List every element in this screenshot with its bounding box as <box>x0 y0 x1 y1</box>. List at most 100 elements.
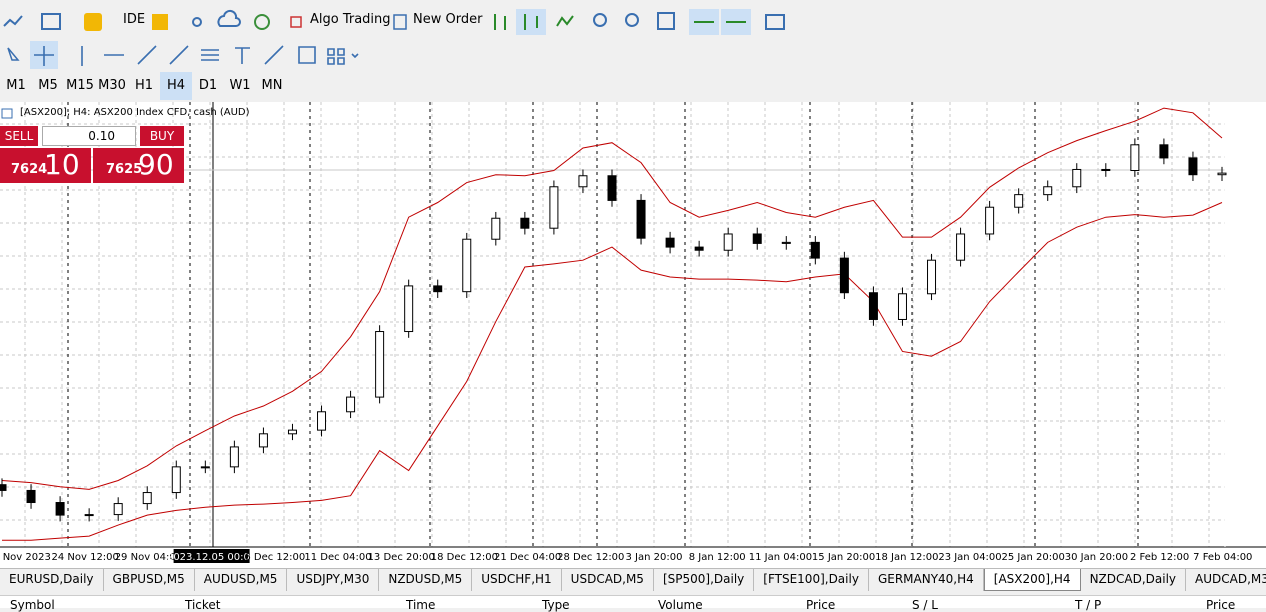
toolbar-main <box>0 4 790 40</box>
x-tick-label: 29 Nov 04:00 <box>115 552 182 563</box>
crosshair-label-bg <box>173 549 250 563</box>
column-header: T / P <box>1075 598 1102 612</box>
timeframe-button[interactable]: M5 <box>38 78 58 93</box>
x-tick-label: 2 Feb 12:00 <box>1130 552 1189 563</box>
x-tick-label: 18 Jan 12:00 <box>875 552 938 563</box>
timeframe-button[interactable]: H1 <box>134 78 154 93</box>
algo-trading-button[interactable]: Algo Trading <box>310 12 391 27</box>
candle-body <box>113 503 123 516</box>
candle-body <box>694 246 704 251</box>
x-tick-label: 1 Nov 2023 <box>0 552 51 563</box>
candle-body <box>200 466 210 469</box>
column-header: Ticket <box>185 598 221 612</box>
lower-band <box>2 202 1223 541</box>
candle-body <box>607 175 617 201</box>
chart-tab[interactable]: NZDCAD,Daily <box>1081 569 1187 591</box>
timeframe-button[interactable]: MN <box>261 78 283 93</box>
candle-body <box>520 217 530 229</box>
upper-band <box>1 107 1223 490</box>
sell-button[interactable]: SELL <box>0 126 38 146</box>
one-click-panel: SELL 0.10 BUY 7624 10 7625 90 <box>0 126 184 183</box>
chart-tab[interactable]: NZDUSD,M5 <box>379 569 473 591</box>
candle-body <box>375 331 385 398</box>
timeframe-button[interactable]: W1 <box>229 78 251 93</box>
chart-tab[interactable]: EURUSD,Daily <box>0 569 104 591</box>
x-tick-label: 28 Dec 12:00 <box>557 552 624 563</box>
timeframe-button[interactable]: M1 <box>6 78 26 93</box>
x-tick-label: 6 Dec 12:00 <box>244 552 305 563</box>
column-header: Price <box>806 598 836 612</box>
chart-tab[interactable]: AUDUSD,M5 <box>195 569 288 591</box>
candle-body <box>0 484 7 491</box>
column-header: S / L <box>912 598 938 612</box>
candle-body <box>781 241 791 244</box>
x-tick-label: 21 Dec 04:00 <box>494 552 561 563</box>
volume-input[interactable]: 0.10 <box>42 126 136 146</box>
chart-tab[interactable]: USDCHF,H1 <box>472 569 562 591</box>
x-tick-label: 13 Dec 20:00 <box>368 552 435 563</box>
chart-tab[interactable]: [FTSE100],Daily <box>754 569 869 591</box>
candle-body <box>1130 144 1140 172</box>
candle-body <box>171 466 181 494</box>
candle-body <box>1159 144 1169 159</box>
candle-body <box>84 514 94 517</box>
column-header: Price <box>1206 598 1236 612</box>
candle-body <box>723 233 733 251</box>
timeframe-button[interactable]: H4 <box>160 72 192 100</box>
candle-body <box>1101 168 1111 172</box>
buy-button[interactable]: BUY <box>140 126 184 146</box>
chart-tab[interactable]: [ASX200],H4 <box>983 569 1081 591</box>
candle-body <box>985 206 995 235</box>
candle-body <box>462 238 472 293</box>
bid-small: 10 <box>44 148 80 181</box>
candle-body <box>752 233 762 244</box>
x-tick-label: 8 Jan 12:00 <box>689 552 746 563</box>
candle-body <box>317 411 327 431</box>
x-tick-label: 15 Jan 20:00 <box>812 552 875 563</box>
chart-tab[interactable]: GBPUSD,M5 <box>104 569 195 591</box>
x-tick-label: 2023.12.05 00:00 <box>167 552 256 563</box>
candle-body <box>404 285 414 333</box>
candle-body <box>26 489 36 504</box>
bid-price[interactable]: 7624 10 <box>0 148 91 183</box>
candle-body <box>549 186 559 229</box>
column-header: Symbol <box>10 598 55 612</box>
chart-tab[interactable]: [SP500],Daily <box>654 569 755 591</box>
column-header: Type <box>542 598 570 612</box>
timeframe-button[interactable]: M30 <box>98 78 126 93</box>
ask-price[interactable]: 7625 90 <box>93 148 184 183</box>
candle-body <box>810 241 820 259</box>
x-tick-label: 11 Jan 04:00 <box>749 552 812 563</box>
chart-tab[interactable]: GERMANY40,H4 <box>869 569 984 591</box>
x-tick-label: 23 Jan 04:00 <box>938 552 1001 563</box>
candle-body <box>956 233 966 261</box>
candle-body <box>1072 168 1082 188</box>
timeframe-button[interactable]: M15 <box>66 78 94 93</box>
bid-big: 7624 <box>11 162 48 177</box>
ask-big: 7625 <box>106 162 143 177</box>
candle-body <box>927 259 937 295</box>
chart-title: [ASX200], H4: ASX200 Index CFD, cash (AU… <box>20 107 250 118</box>
candle-body <box>665 237 675 248</box>
candle-body <box>839 257 849 294</box>
chart-tab[interactable]: USDCAD,M5 <box>562 569 654 591</box>
ide-button[interactable]: IDE <box>123 12 146 27</box>
chart-tab[interactable]: USDJPY,M30 <box>287 569 380 591</box>
x-tick-label: 30 Jan 20:00 <box>1065 552 1128 563</box>
timeframe-button[interactable]: D1 <box>198 78 218 93</box>
candle-body <box>868 292 878 320</box>
candle-body <box>258 433 268 448</box>
x-tick-label: 7 Feb 04:00 <box>1193 552 1252 563</box>
candle-body <box>287 429 297 435</box>
candle-body <box>897 293 907 320</box>
ask-small: 90 <box>138 148 174 181</box>
candle-body <box>433 285 443 293</box>
x-tick-label: 24 Nov 12:00 <box>51 552 118 563</box>
candle-body <box>636 199 646 239</box>
candle-body <box>578 175 588 188</box>
chart-tab[interactable]: AUDCAD,M30 <box>1186 569 1266 591</box>
candle-body <box>1217 172 1227 176</box>
x-tick-label: 25 Jan 20:00 <box>1002 552 1065 563</box>
new-order-button[interactable]: New Order <box>413 12 483 27</box>
